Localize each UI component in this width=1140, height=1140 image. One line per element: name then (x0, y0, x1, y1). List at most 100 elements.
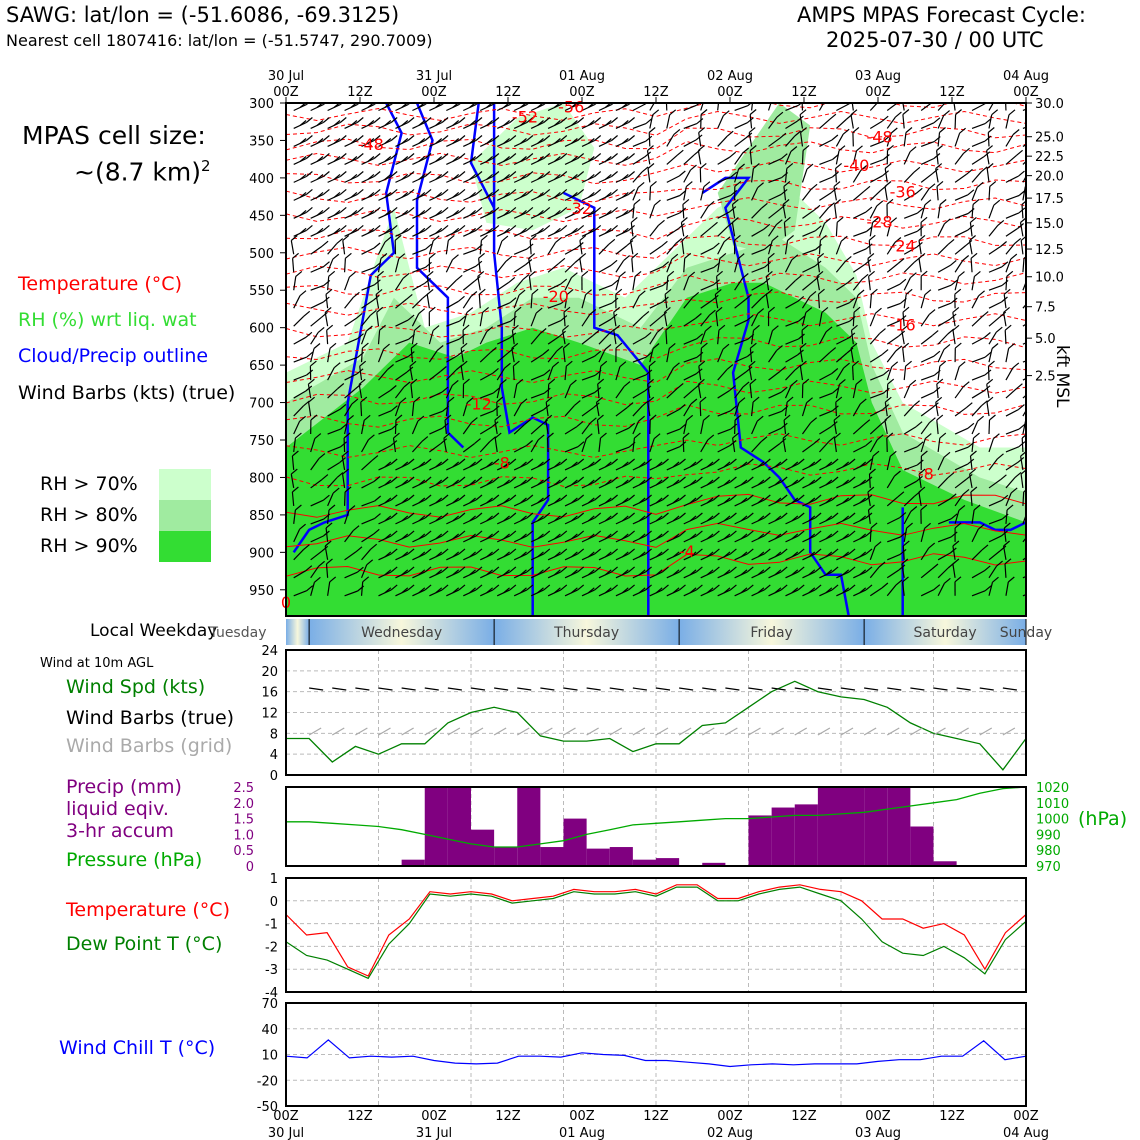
wind-barb (717, 330, 720, 345)
wind-barb (902, 545, 905, 560)
wind-barb (564, 426, 578, 435)
wind-barb (358, 384, 363, 399)
wind-barb (446, 338, 460, 345)
wind-barb-flag (516, 378, 524, 385)
wind-barb-flag (486, 551, 493, 558)
wind-barb (802, 230, 816, 237)
wind-barb-flag (986, 378, 994, 385)
wind-barb-flag (870, 522, 878, 529)
wind-barb-flag (478, 288, 486, 295)
wind-barb (1022, 186, 1026, 201)
wind-barb-flag (577, 548, 585, 555)
wind-barb-flag (825, 461, 833, 468)
wind-barb (869, 222, 874, 237)
pressure-tick-label: 750 (249, 434, 274, 449)
wind-barb-flag (503, 461, 510, 468)
temp-panel-label: Temperature (°C) (66, 899, 230, 921)
wind-barb-flag (780, 548, 788, 555)
wind-barb (903, 446, 918, 453)
wind-barb-flag (299, 415, 306, 422)
wind-barb (412, 589, 426, 597)
wind-barb-flag (458, 530, 466, 537)
wind-barb-flag (410, 342, 418, 349)
wind-barb-flag (435, 515, 443, 522)
wind-barb-flag (418, 515, 426, 522)
wind-barb-flag (921, 450, 928, 457)
wind-barb-flag (492, 566, 500, 573)
wind-barb (903, 480, 917, 489)
wind-barb-flag (859, 479, 867, 486)
wind-barb (785, 120, 798, 129)
wind-barb-flag (435, 497, 443, 504)
kft-tick-label: 25.0 (1035, 131, 1064, 146)
wind-barb (920, 547, 930, 561)
wind-barb-flag (592, 402, 600, 409)
wind-barb-flag (543, 458, 551, 465)
wind-barb (937, 333, 949, 345)
wind-barb (530, 139, 545, 147)
wind-barb (1005, 446, 1020, 453)
hour-label: 00Z (273, 85, 299, 100)
wind-barb (732, 438, 736, 453)
wind-barb-flag (367, 138, 375, 144)
wind-barb (479, 571, 494, 579)
wind-barb (632, 356, 647, 363)
wind-barb (1021, 437, 1024, 453)
wind-barb (1003, 545, 1007, 560)
wind-barb (446, 175, 460, 183)
wind-barb-flag (723, 497, 731, 504)
wind-barb (564, 553, 578, 561)
wind-barb-true (794, 687, 809, 691)
wind-barb-flag (316, 156, 324, 162)
wind-barb-flag (963, 147, 970, 154)
wind-barb (579, 258, 583, 273)
wind-barb-flag (353, 291, 360, 298)
wind-barb-flag (894, 470, 901, 477)
wind-barb-flag (681, 234, 689, 241)
wind-barb-flag (421, 436, 429, 443)
wind-barb-flag (503, 138, 510, 144)
wind-barb-flag (299, 227, 307, 234)
wind-barb (564, 405, 575, 417)
wind-barb-flag (628, 188, 635, 195)
wind-barb-flag (831, 368, 839, 374)
wind-barb-flag (621, 569, 629, 576)
wind-barb-flag (594, 566, 602, 573)
wind-barb (836, 282, 849, 291)
wind-barb (646, 150, 651, 165)
wind-barb-flag (991, 109, 999, 116)
wind-barb (734, 278, 743, 291)
wind-barb (920, 204, 926, 219)
wind-ytick-label: 24 (261, 644, 278, 659)
wind-barb (409, 366, 414, 381)
wind-barb (782, 438, 787, 453)
wind-barb-flag (986, 145, 993, 152)
wind-barb (988, 284, 1003, 291)
wind-barb-flag (645, 530, 652, 537)
wind-barb (361, 314, 371, 327)
wind-barb-true (517, 687, 532, 691)
wind-barb-flag (418, 191, 426, 198)
wind-barb-flag (757, 479, 765, 486)
wind-barb (920, 335, 933, 345)
wind-barb-flag (679, 476, 686, 483)
wind-barb (819, 426, 832, 435)
wind-barb-flag (547, 432, 554, 439)
wind-barb-flag (881, 349, 889, 356)
wind-barb-flag (509, 476, 517, 483)
wind-barb-flag (587, 479, 595, 486)
wind-barb (632, 123, 647, 130)
wind-barb-flag (991, 343, 999, 349)
wind-barb (734, 386, 744, 399)
wind-barb-flag (800, 127, 807, 134)
wind-barb-flag (615, 342, 623, 349)
wind-barb (903, 151, 911, 165)
wind-barb (479, 121, 494, 130)
wind-barb-flag (509, 153, 517, 159)
wind-barb (375, 294, 380, 309)
wind-barb (971, 187, 978, 201)
wind-barb-flag (339, 224, 347, 231)
wind-barb-flag (756, 415, 764, 422)
wind-barb (598, 175, 612, 183)
precip-bar (910, 826, 934, 866)
